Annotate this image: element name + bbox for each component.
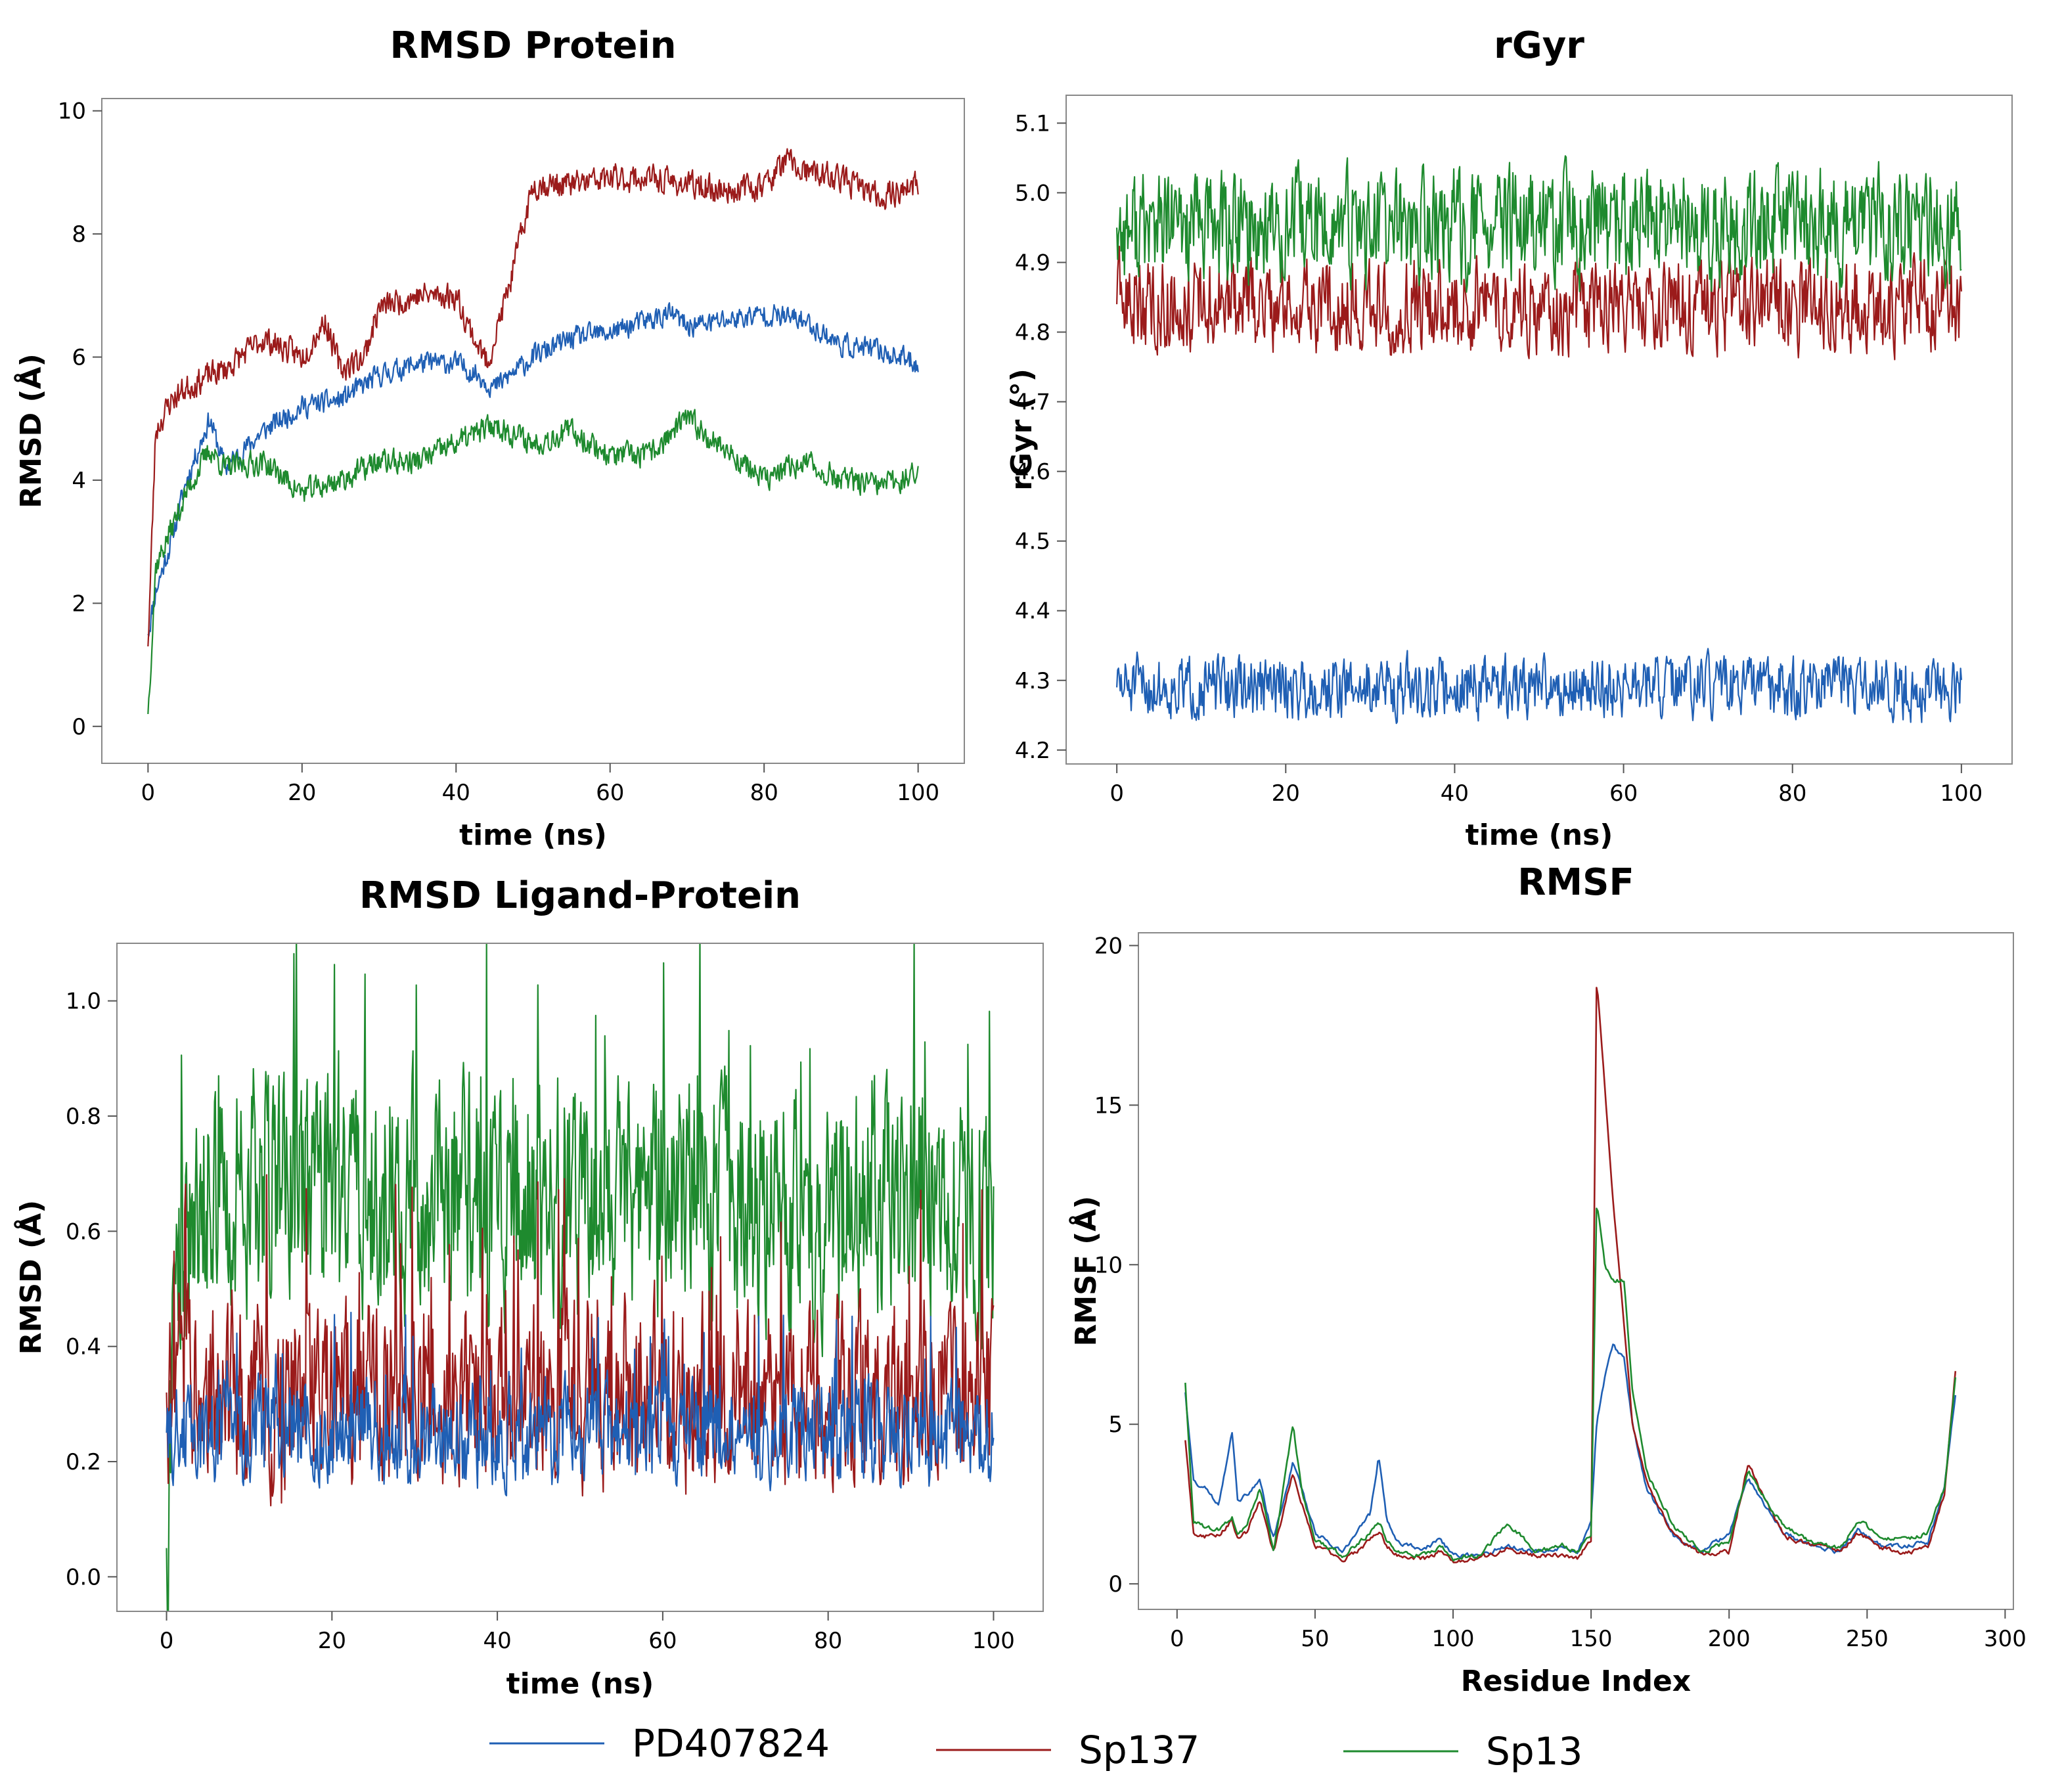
y-tick-label: 4.3 xyxy=(1015,668,1050,694)
x-axis-label: time (ns) xyxy=(506,1667,654,1701)
x-tick-label: 250 xyxy=(1846,1626,1889,1652)
series-line-pd407824 xyxy=(166,1311,995,1496)
y-tick-label: 5.0 xyxy=(1015,180,1050,206)
y-tick-label: 4.5 xyxy=(1015,529,1050,555)
plot-frame xyxy=(101,98,965,764)
x-tick-label: 80 xyxy=(1778,780,1806,807)
legend: PD407824 Sp137 Sp13 xyxy=(489,1721,1582,1774)
chart-rmsf: RMSF 0 50 100 150 200 250 300 0 5 10 15 20 Residue In… xyxy=(1068,861,2027,1698)
chart-rmsd-protein: RMSD Protein 0 20 40 60 80 100 0 2 4 6 8 10 time (ns)… xyxy=(13,24,965,852)
x-tick-label: 40 xyxy=(483,1628,511,1654)
y-tick-label: 5 xyxy=(1108,1412,1123,1438)
series-line-pd407824 xyxy=(1184,1343,1957,1559)
plot-frame xyxy=(116,943,1044,1612)
x-tick-label: 100 xyxy=(972,1628,1015,1654)
chart-rmsd-ligand: RMSD Ligand-Protein 0 20 40 60 80 100 0.0 0.2 0.4… xyxy=(13,874,1044,1701)
y-tick-label: 10 xyxy=(1094,1252,1123,1278)
y-tick-label: 0.6 xyxy=(66,1219,101,1245)
x-tick-label: 0 xyxy=(160,1628,174,1654)
x-tick-label: 60 xyxy=(1609,780,1638,807)
chart-title: rGyr xyxy=(1494,24,1584,67)
y-axis-label: RMSF (Å) xyxy=(1068,1196,1103,1346)
legend-label-pd407824: PD407824 xyxy=(632,1721,830,1766)
x-axis-label: time (ns) xyxy=(1466,818,1613,852)
chart-title: RMSD Ligand-Protein xyxy=(359,874,801,917)
chart-title: RMSF xyxy=(1517,861,1634,904)
x-tick-label: 200 xyxy=(1708,1626,1751,1652)
y-tick-label: 4 xyxy=(72,468,86,494)
x-tick-label: 60 xyxy=(648,1628,677,1654)
x-tick-label: 0 xyxy=(1109,780,1124,807)
series-line-sp137 xyxy=(1116,246,1962,361)
y-tick-label: 20 xyxy=(1094,933,1123,959)
y-axis-label: rGyr (°) xyxy=(1005,369,1039,491)
y-tick-label: 8 xyxy=(72,221,86,248)
y-tick-label: 4.6 xyxy=(1015,459,1050,485)
series-line-sp13 xyxy=(147,409,919,715)
plot-frame xyxy=(1065,95,2013,765)
y-tick-label: 4.2 xyxy=(1015,738,1050,764)
y-axis-label: RMSD (Å) xyxy=(13,1200,48,1355)
x-tick-label: 0 xyxy=(1170,1626,1184,1652)
x-tick-label: 40 xyxy=(1441,780,1469,807)
y-tick-label: 4.8 xyxy=(1015,320,1050,346)
y-tick-label: 4.9 xyxy=(1015,250,1050,277)
y-tick-label: 0.8 xyxy=(66,1104,101,1130)
x-tick-label: 100 xyxy=(1940,780,1983,807)
x-tick-label: 0 xyxy=(141,780,156,806)
x-tick-label: 80 xyxy=(750,780,778,806)
x-tick-label: 20 xyxy=(318,1628,346,1654)
plot-frame xyxy=(1138,932,2014,1610)
y-tick-label: 0 xyxy=(72,714,86,740)
series-line-pd407824 xyxy=(147,302,919,637)
y-axis-label: RMSD (Å) xyxy=(13,353,48,508)
x-tick-label: 20 xyxy=(1272,780,1300,807)
x-tick-label: 100 xyxy=(1432,1626,1475,1652)
series-line-pd407824 xyxy=(1116,648,1962,725)
x-tick-label: 80 xyxy=(814,1628,842,1654)
series-line-sp13 xyxy=(1184,1207,1957,1562)
y-tick-label: 0.0 xyxy=(66,1564,101,1590)
y-tick-label: 6 xyxy=(72,345,86,371)
series-line-sp13 xyxy=(166,944,995,1611)
y-tick-label: 10 xyxy=(58,99,86,125)
y-tick-label: 1.0 xyxy=(66,989,101,1015)
series-line-sp137 xyxy=(147,148,919,647)
y-tick-label: 4.7 xyxy=(1015,390,1050,416)
x-tick-label: 40 xyxy=(442,780,470,806)
y-tick-label: 0 xyxy=(1108,1571,1123,1598)
chart-title: RMSD Protein xyxy=(390,24,676,67)
x-tick-label: 100 xyxy=(897,780,939,806)
y-tick-label: 4.4 xyxy=(1015,598,1050,625)
y-tick-label: 15 xyxy=(1094,1092,1123,1119)
legend-label-sp13: Sp13 xyxy=(1486,1729,1582,1774)
chart-rgyr: rGyr 0 20 40 60 80 100 4.2 4.3 4.4 4.5 4.6 4.7 4.8 4.9… xyxy=(1005,24,2013,852)
legend-label-sp137: Sp137 xyxy=(1079,1728,1199,1772)
x-tick-label: 60 xyxy=(596,780,624,806)
x-axis-label: Residue Index xyxy=(1461,1665,1691,1698)
series-line-sp13 xyxy=(1116,155,1962,293)
x-tick-label: 300 xyxy=(1984,1626,2027,1652)
y-tick-label: 5.1 xyxy=(1015,110,1050,137)
x-tick-label: 50 xyxy=(1301,1626,1329,1652)
x-tick-label: 150 xyxy=(1570,1626,1613,1652)
x-tick-label: 20 xyxy=(288,780,316,806)
y-tick-label: 2 xyxy=(72,591,86,617)
y-tick-label: 0.2 xyxy=(66,1449,101,1475)
x-axis-label: time (ns) xyxy=(459,818,607,852)
y-tick-label: 0.4 xyxy=(66,1334,101,1360)
